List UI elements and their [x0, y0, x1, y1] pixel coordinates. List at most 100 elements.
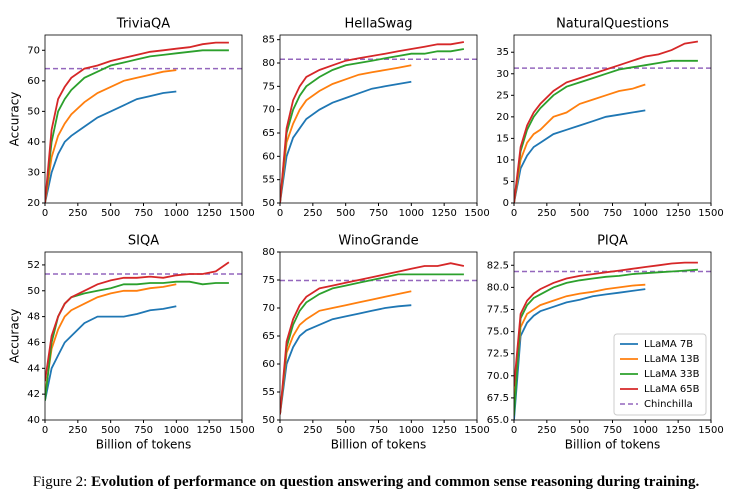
x-tick-label: 1000 — [164, 425, 189, 436]
x-tick-label: 500 — [336, 208, 355, 219]
axes-frame — [513, 34, 712, 204]
series-line — [280, 304, 412, 415]
x-tick-label: 250 — [537, 425, 556, 436]
x-tick-label: 750 — [369, 425, 388, 436]
y-tick-label: 75.0 — [487, 327, 509, 338]
series-line — [45, 49, 229, 203]
legend-label: LLaMA 13B — [644, 354, 700, 365]
series-line — [514, 283, 646, 403]
y-tick-label: 70 — [262, 303, 275, 314]
series-line — [514, 268, 698, 416]
plot-area — [280, 41, 477, 203]
axes-frame — [279, 34, 478, 204]
subplot-title: PIQA — [597, 234, 628, 249]
series-line — [280, 80, 412, 203]
x-tick-label: 1500 — [464, 425, 489, 436]
y-tick-label: 55 — [262, 175, 275, 186]
plot-area — [45, 261, 242, 401]
y-tick-label: 80 — [262, 58, 275, 69]
plot-area — [45, 41, 242, 203]
x-tick-label: 1250 — [196, 425, 221, 436]
series-line — [45, 261, 230, 382]
y-tick-label: 70 — [27, 45, 40, 56]
series-line — [280, 262, 465, 415]
series-line — [45, 305, 177, 401]
series-line — [280, 41, 465, 203]
y-tick-label: 70 — [262, 105, 275, 116]
x-tick-label: 250 — [68, 425, 87, 436]
subplot-title: NaturalQuestions — [556, 17, 669, 32]
y-tick-label: 77.5 — [487, 304, 509, 315]
caption-label: Figure 2: — [32, 474, 88, 490]
x-tick-label: 500 — [570, 425, 589, 436]
x-tick-label: 750 — [603, 425, 622, 436]
x-tick-label: 500 — [101, 208, 120, 219]
plot-area — [280, 262, 477, 415]
y-tick-label: 60 — [262, 151, 275, 162]
subplot-title: SIQA — [128, 234, 159, 249]
y-tick-label: 50 — [262, 198, 275, 209]
y-tick-label: 85 — [262, 35, 275, 46]
y-tick-label: 52 — [27, 260, 40, 271]
series-line — [280, 273, 464, 415]
y-tick-label: 65.0 — [487, 415, 509, 426]
x-tick-label: 0 — [511, 208, 517, 219]
legend-label: Chinchilla — [644, 399, 693, 410]
x-tick-label: 750 — [134, 208, 153, 219]
y-tick-label: 30 — [496, 69, 509, 80]
x-tick-label: 250 — [303, 208, 322, 219]
series-line — [514, 59, 698, 203]
x-tick-label: 1000 — [633, 425, 658, 436]
x-tick-label: 1500 — [698, 208, 723, 219]
series-line — [514, 288, 646, 420]
x-tick-label: 1250 — [196, 208, 221, 219]
x-tick-label: 0 — [42, 208, 48, 219]
caption-text: Evolution of performance on question ans… — [91, 474, 700, 490]
y-tick-label: 82.5 — [487, 260, 509, 271]
y-tick-label: 48 — [27, 312, 40, 323]
x-tick-label: 1250 — [431, 425, 456, 436]
series-line — [45, 69, 177, 203]
x-tick-label: 500 — [101, 425, 120, 436]
x-tick-label: 0 — [42, 425, 48, 436]
y-tick-label: 50 — [262, 415, 275, 426]
y-tick-label: 20 — [496, 112, 509, 123]
y-tick-label: 65 — [262, 128, 275, 139]
x-tick-label: 1000 — [399, 208, 424, 219]
y-tick-label: 50 — [27, 286, 40, 297]
subplot-title: HellaSwag — [344, 17, 412, 32]
x-tick-label: 1500 — [229, 425, 254, 436]
y-tick-label: 67.5 — [487, 393, 509, 404]
y-axis-label: Accuracy — [8, 309, 22, 364]
series-line — [514, 40, 699, 203]
y-tick-label: 65 — [262, 331, 275, 342]
legend-label: LLaMA 33B — [644, 369, 700, 380]
y-tick-label: 40 — [27, 415, 40, 426]
subplot-title: WinoGrande — [338, 234, 418, 249]
y-tick-label: 20 — [27, 198, 40, 209]
y-tick-label: 50 — [27, 106, 40, 117]
x-tick-label: 1000 — [633, 208, 658, 219]
y-tick-label: 75 — [262, 81, 275, 92]
x-tick-label: 250 — [303, 425, 322, 436]
x-tick-label: 500 — [570, 208, 589, 219]
x-tick-label: 1250 — [665, 208, 690, 219]
legend-label: LLaMA 65B — [644, 384, 700, 395]
axes-frame — [513, 251, 712, 421]
x-tick-label: 750 — [134, 425, 153, 436]
y-tick-label: 15 — [496, 133, 509, 144]
series-line — [45, 283, 177, 395]
legend-label: LLaMA 7B — [644, 339, 693, 350]
x-tick-label: 750 — [603, 208, 622, 219]
y-tick-label: 46 — [27, 337, 40, 348]
x-tick-label: 0 — [277, 425, 283, 436]
x-axis-label: Billion of tokens — [565, 438, 661, 452]
y-tick-label: 75 — [262, 275, 275, 286]
x-axis-label: Billion of tokens — [96, 438, 192, 452]
x-tick-label: 1500 — [229, 208, 254, 219]
subplot-title: TriviaQA — [116, 17, 170, 32]
x-tick-label: 1500 — [464, 208, 489, 219]
y-tick-label: 60 — [262, 359, 275, 370]
